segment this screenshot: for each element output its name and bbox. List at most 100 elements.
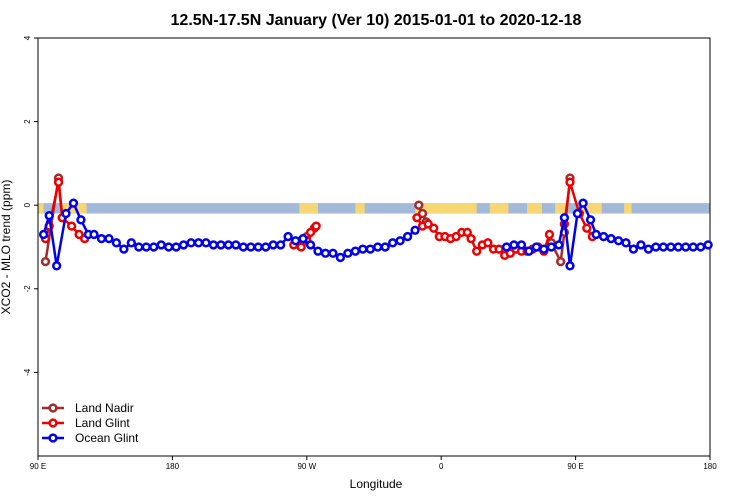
- data-point: [253, 242, 263, 252]
- data-point: [178, 240, 189, 250]
- data-point: [516, 240, 527, 250]
- data-point: [223, 240, 234, 250]
- data-point: [290, 236, 301, 246]
- data-point: [111, 238, 122, 248]
- data-point: [119, 244, 129, 254]
- data-point: [395, 236, 405, 246]
- data-point: [414, 200, 424, 210]
- land-band-segment: [415, 203, 477, 214]
- y-tick-label: -2: [23, 285, 32, 293]
- land-band-segment: [555, 203, 569, 214]
- data-point: [462, 227, 472, 238]
- series-ocean-glint: [38, 198, 420, 271]
- data-point: [52, 261, 62, 271]
- data-point: [201, 238, 211, 248]
- data-point: [494, 244, 504, 254]
- data-point: [688, 242, 698, 252]
- data-point: [373, 242, 383, 252]
- data-point: [651, 242, 661, 252]
- data-point: [554, 240, 564, 250]
- data-point: [472, 246, 482, 256]
- data-point: [402, 231, 413, 242]
- x-tick-label: 0: [439, 462, 444, 471]
- y-tick-label: 0: [23, 202, 32, 207]
- data-point: [298, 233, 308, 244]
- data-point: [268, 240, 278, 250]
- data-point: [388, 238, 398, 248]
- data-point: [350, 246, 360, 256]
- y-tick-label: 2: [23, 119, 32, 124]
- legend-label: Ocean Glint: [75, 431, 139, 445]
- data-point: [585, 215, 596, 225]
- data-point: [328, 248, 338, 258]
- data-point: [186, 238, 196, 248]
- data-point: [313, 246, 323, 256]
- legend-item: Ocean Glint: [42, 431, 139, 445]
- land-band-segment: [60, 203, 87, 214]
- data-point: [531, 242, 542, 252]
- data-point: [320, 248, 331, 258]
- land-band-segment: [355, 203, 365, 214]
- data-point: [544, 229, 555, 240]
- data-point: [66, 221, 77, 231]
- data-point: [365, 244, 375, 254]
- data-point: [539, 244, 549, 254]
- data-point: [565, 177, 575, 187]
- data-point: [246, 242, 256, 252]
- data-point: [134, 242, 144, 252]
- land-band-segment: [299, 203, 318, 214]
- data-point: [703, 240, 713, 250]
- data-point: [582, 223, 592, 233]
- data-point: [96, 233, 107, 244]
- data-point: [261, 242, 271, 252]
- x-tick-label: 90 E: [30, 462, 46, 471]
- data-point: [606, 233, 616, 244]
- data-point: [216, 240, 226, 250]
- data-point: [628, 244, 639, 254]
- data-point: [53, 177, 64, 187]
- y-tick-label: 4: [23, 35, 32, 40]
- data-point: [598, 231, 609, 242]
- data-point: [283, 231, 293, 242]
- legend-marker: [48, 433, 58, 443]
- data-point: [572, 208, 583, 219]
- data-point: [68, 198, 79, 208]
- data-point: [193, 238, 204, 248]
- data-point: [613, 236, 624, 246]
- land-band-segment: [489, 203, 509, 214]
- data-point: [238, 242, 248, 252]
- data-point: [546, 242, 556, 252]
- legend-label: Land Glint: [75, 416, 130, 430]
- data-point: [696, 242, 706, 252]
- chart-title: 12.5N-17.5N January (Ver 10) 2015-01-01 …: [171, 12, 582, 29]
- y-axis-label: XCO2 - MLO trend (ppm): [0, 180, 13, 315]
- data-point: [40, 256, 51, 267]
- x-tick-label: 180: [703, 462, 717, 471]
- data-point: [141, 242, 151, 252]
- data-point: [483, 238, 493, 248]
- data-point: [305, 240, 316, 250]
- x-tick-label: 180: [166, 462, 180, 471]
- data-point: [156, 240, 166, 250]
- data-point: [673, 242, 683, 252]
- data-point: [231, 240, 241, 250]
- data-point: [61, 208, 71, 219]
- series-ocean-glint: [501, 198, 713, 271]
- data-point: [578, 198, 588, 208]
- data-point: [76, 215, 86, 225]
- data-point: [509, 240, 519, 250]
- x-tick-label: 90 W: [297, 462, 316, 471]
- data-point: [171, 242, 181, 252]
- legend-item: Land Glint: [42, 416, 130, 430]
- legend-item: Land Nadir: [42, 401, 134, 415]
- x-axis: 90 E 180 90 W 0 90 E 180: [30, 456, 717, 471]
- surface-band: [38, 203, 710, 214]
- legend-marker: [48, 418, 58, 428]
- data-point: [38, 229, 49, 240]
- data-point: [276, 240, 286, 250]
- data-point: [44, 211, 54, 221]
- data-point: [666, 242, 676, 252]
- data-point: [591, 229, 601, 240]
